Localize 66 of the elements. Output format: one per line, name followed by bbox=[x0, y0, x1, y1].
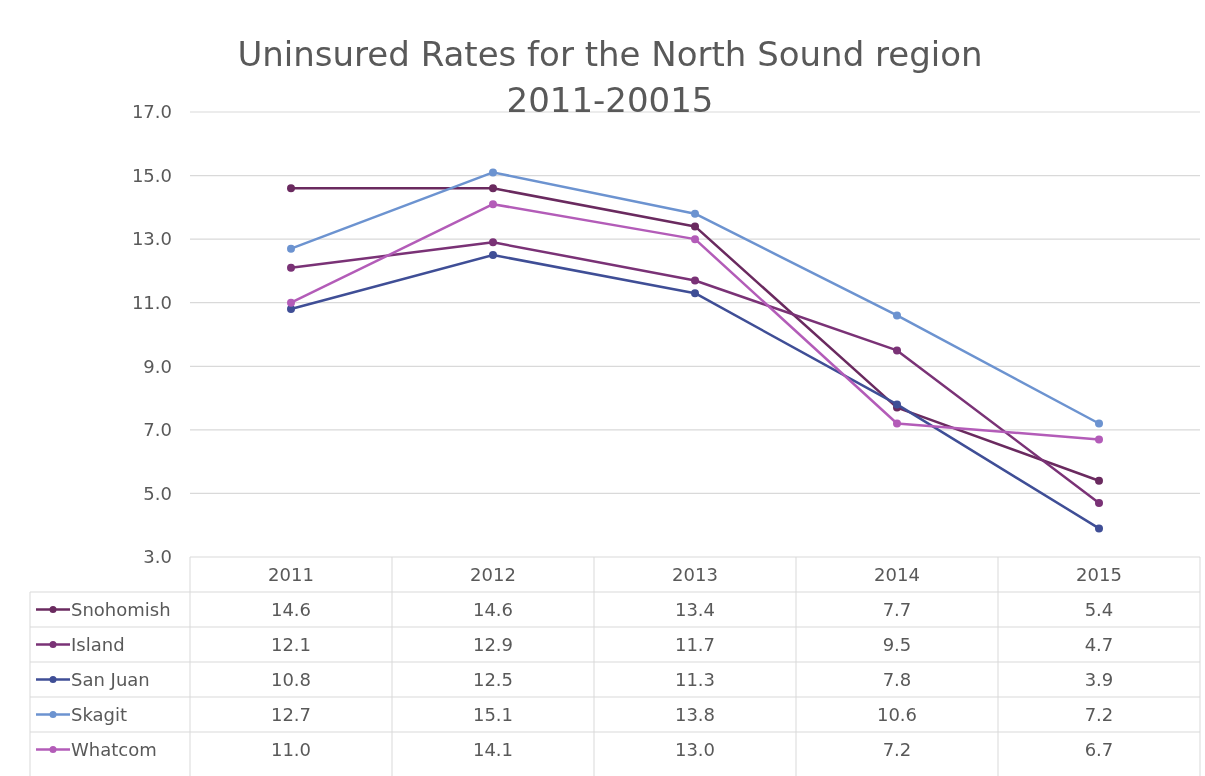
point bbox=[1095, 476, 1103, 485]
point bbox=[893, 419, 901, 428]
data-label: 11.0 bbox=[270, 738, 312, 760]
data-label: 7.7 bbox=[882, 598, 912, 620]
point bbox=[287, 298, 295, 307]
point bbox=[691, 222, 699, 231]
point bbox=[287, 263, 295, 272]
x-tick-label: 2012 bbox=[470, 563, 516, 585]
legend-label: San Juan bbox=[71, 668, 150, 690]
data-label: 3.9 bbox=[1084, 668, 1114, 690]
y-tick-label: 13.0 bbox=[131, 228, 172, 250]
chart-title: Uninsured Rates for the North Sound region 2011-20015 bbox=[237, 34, 983, 120]
point bbox=[287, 184, 295, 193]
point bbox=[489, 200, 497, 209]
y-tick-label: 15.0 bbox=[131, 164, 172, 186]
data-label: 15.1 bbox=[472, 703, 514, 725]
point bbox=[287, 244, 295, 253]
y-tick-label: 3.0 bbox=[143, 546, 172, 568]
y-tick-label: 5.0 bbox=[143, 482, 172, 504]
data-label: 14.6 bbox=[270, 598, 312, 620]
legend-label: Skagit bbox=[71, 703, 128, 725]
data-label: 4.7 bbox=[1084, 633, 1114, 655]
data-label: 13.0 bbox=[674, 738, 716, 760]
point bbox=[691, 209, 699, 218]
legend-label: Snohomish bbox=[71, 598, 171, 620]
y-tick-label: 7.0 bbox=[143, 419, 172, 441]
data-label: 7.2 bbox=[1084, 703, 1114, 725]
point bbox=[691, 235, 699, 244]
point bbox=[691, 276, 699, 285]
point bbox=[893, 311, 901, 320]
data-label: 14.1 bbox=[472, 738, 514, 760]
data-label: 7.2 bbox=[882, 738, 912, 760]
data-label: 10.8 bbox=[270, 668, 312, 690]
point bbox=[1095, 435, 1103, 444]
data-label: 13.4 bbox=[674, 598, 716, 620]
data-label: 11.7 bbox=[674, 633, 716, 655]
x-tick-label: 2014 bbox=[874, 563, 920, 585]
data-label: 12.5 bbox=[472, 668, 514, 690]
data-label: 12.9 bbox=[472, 633, 514, 655]
data-label: 10.6 bbox=[876, 703, 918, 725]
point bbox=[489, 184, 497, 193]
y-tick-label: 11.0 bbox=[131, 292, 172, 314]
point bbox=[489, 251, 497, 260]
point bbox=[1095, 498, 1103, 507]
data-label: 6.7 bbox=[1084, 738, 1114, 760]
x-tick-label: 2013 bbox=[672, 563, 718, 585]
data-label: 11.3 bbox=[674, 668, 716, 690]
point bbox=[1095, 419, 1103, 428]
y-tick-label: 9.0 bbox=[143, 355, 172, 377]
legend-label: Whatcom bbox=[71, 738, 157, 760]
data-label: 9.5 bbox=[882, 633, 912, 655]
point bbox=[489, 238, 497, 247]
x-tick-label: 2011 bbox=[268, 563, 314, 585]
point bbox=[893, 346, 901, 355]
data-label: 12.1 bbox=[270, 633, 312, 655]
x-tick-label: 2015 bbox=[1076, 563, 1122, 585]
point bbox=[489, 168, 497, 177]
data-label: 14.6 bbox=[472, 598, 514, 620]
y-tick-label: 17.0 bbox=[131, 101, 172, 123]
legend-label: Island bbox=[71, 633, 125, 655]
point bbox=[691, 289, 699, 298]
point bbox=[1095, 524, 1103, 533]
data-label: 5.4 bbox=[1084, 598, 1114, 620]
data-label: 7.8 bbox=[882, 668, 912, 690]
data-label: 13.8 bbox=[674, 703, 716, 725]
data-label: 12.7 bbox=[270, 703, 312, 725]
